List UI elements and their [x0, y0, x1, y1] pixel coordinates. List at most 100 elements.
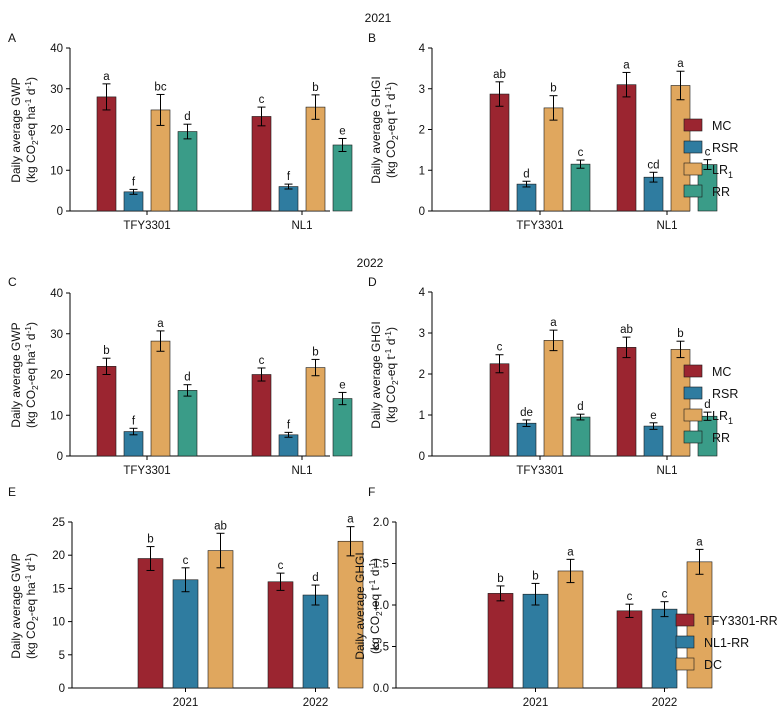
title-2022: 2022 [357, 256, 384, 270]
y-axis-unit-label: (kg CO2-eq ha-1 d-1) [23, 553, 40, 659]
bar [337, 540, 364, 689]
significance-letter: ab [214, 520, 227, 532]
bar [643, 425, 664, 457]
bar [489, 93, 510, 212]
significance-letter: b [677, 328, 683, 340]
y-tick-label: 1 [419, 165, 425, 177]
panel-c: C 0 10 20 30 40 Daily average GWP (kg CO2-eq ha… [8, 275, 353, 477]
panel-letter: A [8, 31, 16, 45]
significance-letter: a [103, 71, 110, 83]
x-tick-label: NL1 [656, 465, 677, 477]
legend-label: NL1-RR [704, 636, 749, 650]
y-axis-unit-label: (kg CO2-eq t-1 d-1) [383, 82, 400, 178]
significance-letter: f [287, 419, 291, 431]
significance-letter: b [532, 570, 538, 582]
legend-swatch [675, 657, 695, 671]
significance-letter: d [523, 168, 529, 180]
legend-label: MC [712, 365, 731, 379]
bar [251, 116, 272, 212]
y-unit-part: ) [24, 77, 38, 81]
x-tick-label: NL1 [291, 465, 312, 477]
y-tick-label: 40 [50, 288, 63, 300]
y-tick-label: 1.0 [373, 600, 389, 612]
panel-e: E 0 5 10 15 20 25 Daily average GWP (kg CO2-eq h… [8, 485, 364, 709]
significance-letter: a [623, 59, 630, 71]
y-tick-label: 5 [59, 650, 65, 662]
legend-comparison: TFY3301-RR NL1-RR DC [675, 613, 778, 672]
y-tick-label: 1 [419, 410, 425, 422]
y-tick-label: 0 [57, 206, 63, 218]
y-axis-label: Daily average GWP [9, 77, 23, 182]
bar [616, 610, 643, 689]
legend-label: DC [704, 658, 722, 672]
significance-letter: c [578, 147, 584, 159]
significance-letter: b [550, 83, 556, 95]
y-tick-label: 0 [419, 206, 425, 218]
legend-swatch [683, 162, 703, 176]
bar [570, 416, 591, 457]
legend-2022: MC RSR LR1 RR [683, 364, 738, 445]
significance-letter: e [650, 410, 656, 422]
y-unit-part: ) [368, 558, 382, 562]
bar [522, 593, 549, 689]
y-unit-part: (kg CO [24, 390, 38, 428]
y-unit-part: 2 [390, 135, 400, 140]
bar [489, 363, 510, 457]
y-tick-label: 2.0 [373, 517, 389, 529]
legend-swatch [683, 140, 703, 154]
legend-label-text: MC [712, 365, 731, 379]
y-unit-part: ) [384, 82, 398, 86]
y-unit-part: -eq t [384, 111, 398, 136]
significance-letter: d [577, 401, 583, 413]
significance-letter: e [339, 379, 345, 391]
legend-swatch [683, 386, 703, 400]
bar [96, 366, 117, 457]
y-axis-label: Daily average GHGI [369, 76, 383, 183]
legend-swatch [683, 184, 703, 198]
y-unit-part: (kg CO [24, 621, 38, 659]
panel-f: F 0.0 0.5 1.0 1.5 2.0 Daily average GHGI (kg CO… [353, 485, 713, 709]
y-unit-part: (kg CO [24, 145, 38, 183]
y-unit-part: -1 [23, 98, 33, 106]
legend-swatch [683, 364, 703, 378]
x-tick-label: TFY3301 [123, 220, 170, 232]
y-unit-part: -1 [367, 579, 377, 587]
legend-label-text: TFY3301-RR [704, 614, 778, 628]
significance-letter: de [520, 407, 533, 419]
legend-label: TFY3301-RR [704, 614, 778, 628]
significance-letter: a [347, 514, 354, 526]
y-unit-part: d [24, 334, 38, 344]
bar [177, 131, 198, 212]
y-unit-part: -1 [23, 326, 33, 334]
significance-letter: c [705, 147, 711, 159]
y-tick-label: 2 [419, 369, 425, 381]
significance-letter: f [287, 171, 291, 183]
significance-letter: cd [647, 159, 659, 171]
panel-letter: F [368, 485, 375, 499]
y-unit-part: -1 [383, 103, 393, 111]
bar [177, 390, 198, 457]
y-unit-part: -eq ha [24, 106, 38, 140]
y-tick-label: 20 [50, 370, 63, 382]
y-unit-part: -1 [383, 348, 393, 356]
bar [305, 367, 326, 457]
significance-letter: c [627, 591, 633, 603]
y-unit-part: -1 [23, 574, 33, 582]
y-unit-part: -eq t [368, 587, 382, 612]
y-unit-part: ) [384, 327, 398, 331]
significance-letter: b [497, 573, 503, 585]
y-unit-part: d [384, 339, 398, 349]
x-tick-label: 2021 [523, 697, 549, 709]
x-tick-label: NL1 [291, 220, 312, 232]
bar [267, 581, 294, 689]
bar [543, 107, 564, 212]
bar [516, 422, 537, 457]
legend-label: MC [712, 119, 731, 133]
title-2021: 2021 [365, 11, 392, 25]
y-tick-label: 40 [50, 43, 63, 55]
legend-swatch [683, 408, 703, 422]
y-unit-part: -1 [367, 562, 377, 570]
y-tick-label: 3 [419, 328, 425, 340]
